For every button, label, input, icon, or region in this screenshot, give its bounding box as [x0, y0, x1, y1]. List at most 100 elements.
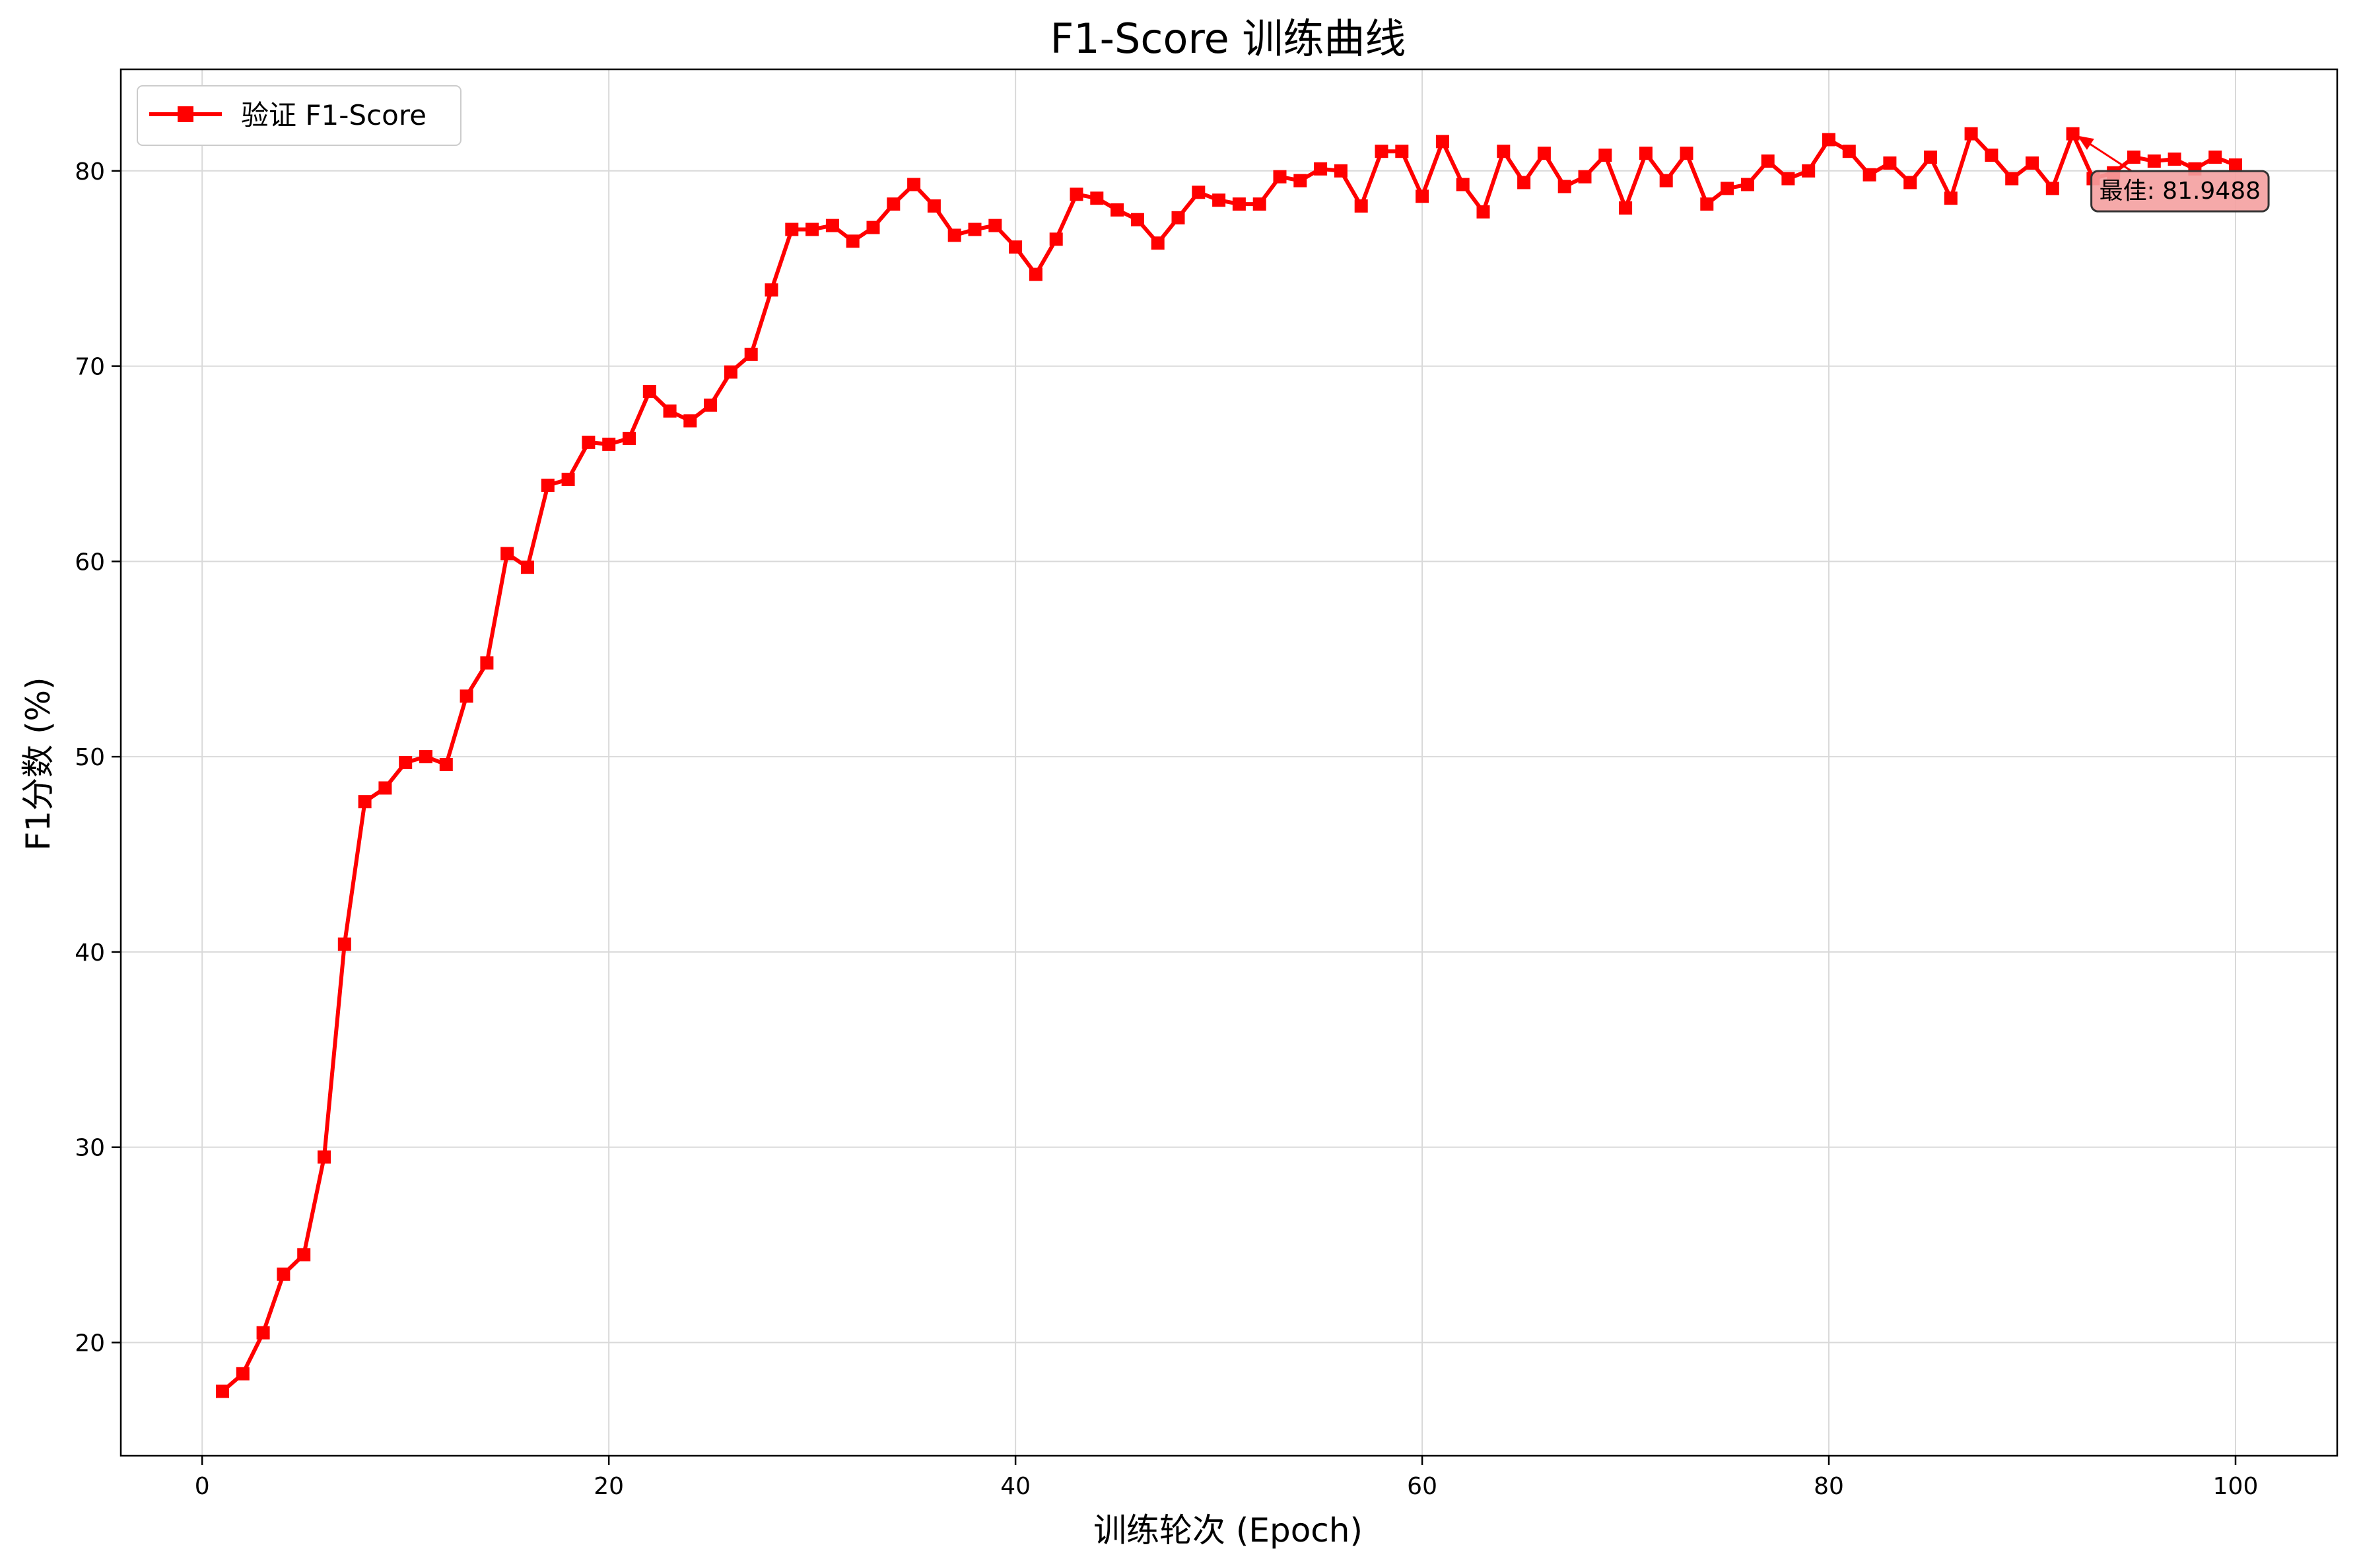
data-point — [1924, 151, 1937, 164]
data-point — [1110, 203, 1124, 217]
data-point — [1822, 133, 1835, 147]
series-layer — [216, 127, 2242, 1398]
data-point — [1375, 145, 1388, 158]
data-point — [704, 398, 718, 412]
data-point — [887, 197, 901, 211]
grid-lines — [121, 69, 2337, 1456]
y-tick-label: 60 — [75, 549, 105, 576]
data-point — [1903, 176, 1917, 189]
y-tick-label: 40 — [75, 939, 105, 967]
data-point — [683, 414, 697, 428]
y-tick-label: 70 — [75, 354, 105, 381]
data-point — [1862, 168, 1876, 182]
plot-area-border — [120, 68, 2339, 1457]
data-point — [1192, 186, 1206, 199]
data-point — [561, 473, 575, 487]
data-point — [1517, 176, 1531, 189]
data-point — [1985, 149, 1998, 162]
data-point — [318, 1150, 331, 1164]
annotation-box — [2090, 170, 2270, 213]
data-point — [1802, 164, 1816, 178]
legend-entry-label: 验证 F1-Score — [241, 99, 427, 131]
data-point — [947, 228, 961, 242]
data-point — [1964, 127, 1978, 141]
data-point — [744, 347, 758, 361]
data-point — [724, 365, 737, 379]
data-point — [1130, 213, 1144, 226]
data-point — [663, 404, 677, 418]
data-point — [1842, 145, 1856, 158]
data-point — [2229, 158, 2242, 172]
data-point — [1781, 172, 1795, 186]
data-point — [1232, 197, 1246, 211]
data-point — [1476, 205, 1490, 219]
data-point — [1070, 187, 1083, 201]
data-point — [642, 385, 656, 398]
tick-marks: 0 20 40 60 80 100 20 30 40 50 60 70 80 — [75, 158, 2258, 1500]
data-point — [2066, 127, 2080, 141]
data-point — [1009, 240, 1023, 254]
y-tick-label: 50 — [75, 744, 105, 771]
data-point — [1456, 178, 1470, 191]
data-point — [419, 750, 432, 764]
data-point — [358, 795, 372, 809]
data-point — [460, 689, 473, 703]
data-point — [2127, 151, 2140, 164]
data-point — [1700, 197, 1714, 211]
data-point — [1721, 182, 1734, 195]
data-point — [1537, 147, 1551, 160]
data-point — [1557, 180, 1571, 193]
data-point — [521, 561, 534, 574]
data-point — [277, 1267, 290, 1281]
y-axis-label: F1分数 (%) — [19, 677, 57, 851]
data-point — [582, 435, 596, 449]
data-point — [1314, 162, 1328, 176]
data-point — [378, 781, 392, 795]
data-point — [846, 234, 860, 248]
series-line — [221, 131, 2237, 1393]
data-point — [968, 222, 982, 236]
data-point — [1659, 174, 1673, 187]
data-point — [541, 479, 555, 492]
data-point — [2208, 151, 2222, 164]
data-point — [1212, 193, 1226, 207]
x-tick-label: 40 — [1000, 1473, 1031, 1500]
data-point — [439, 758, 453, 771]
annotation-text: 最佳: 81.9488 — [2100, 178, 2261, 205]
annotation-arrow — [2086, 141, 2133, 172]
data-point — [907, 178, 921, 191]
chart-title: F1-Score 训练曲线 — [1050, 15, 1406, 63]
data-point — [1090, 191, 1104, 205]
x-tick-label: 100 — [2213, 1473, 2259, 1500]
data-point — [805, 222, 819, 236]
data-point — [1639, 147, 1653, 160]
y-tick-label: 30 — [75, 1135, 105, 1162]
data-point — [1435, 135, 1449, 149]
legend-marker-sample — [178, 106, 193, 122]
data-point — [216, 1384, 229, 1398]
data-point — [1598, 149, 1612, 162]
best-score-annotation: 最佳: 81.9488 — [2077, 135, 2270, 213]
data-point — [1578, 170, 1592, 184]
data-point — [623, 432, 636, 445]
y-tick-label: 80 — [75, 158, 105, 186]
data-point — [1334, 164, 1348, 178]
data-point — [1944, 191, 1958, 205]
data-point — [2168, 153, 2181, 166]
data-point — [1252, 197, 1266, 211]
data-point — [2026, 156, 2039, 170]
data-point — [1680, 147, 1693, 160]
data-point — [2005, 172, 2019, 186]
data-point — [765, 283, 778, 297]
data-point — [500, 547, 514, 561]
legend: 验证 F1-Score — [137, 85, 461, 146]
legend-box — [137, 85, 461, 146]
data-point — [1761, 154, 1775, 168]
x-tick-label: 60 — [1407, 1473, 1437, 1500]
data-point — [297, 1248, 311, 1262]
data-point — [988, 219, 1002, 232]
data-point — [1151, 236, 1165, 250]
data-point — [866, 221, 880, 234]
